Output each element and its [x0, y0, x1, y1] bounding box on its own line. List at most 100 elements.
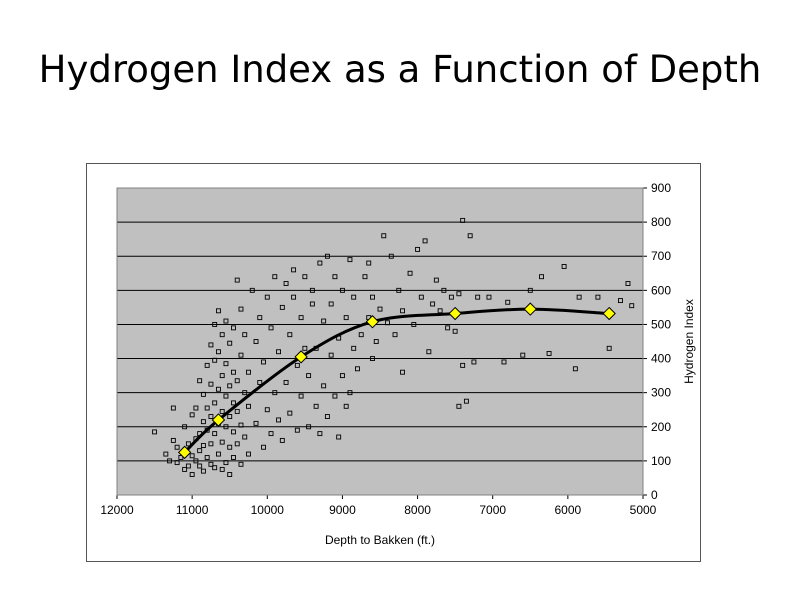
data-point	[227, 472, 233, 477]
data-point	[448, 294, 454, 300]
data-point	[306, 424, 312, 430]
data-point	[268, 431, 274, 437]
data-point	[246, 403, 251, 409]
slide-title: Hydrogen Index as a Function of Depth	[38, 48, 762, 91]
data-point	[208, 381, 214, 387]
data-point	[336, 434, 342, 440]
data-point	[324, 253, 330, 259]
data-point	[272, 274, 278, 280]
data-point	[343, 315, 349, 321]
data-point	[291, 267, 297, 273]
data-point	[328, 301, 334, 307]
data-point	[227, 383, 233, 389]
data-point	[452, 328, 458, 334]
data-point	[298, 393, 304, 399]
data-point	[178, 455, 184, 460]
data-point	[231, 400, 236, 406]
x-tick-label: 8000	[404, 503, 431, 517]
data-point	[366, 260, 372, 266]
data-point	[234, 441, 240, 447]
x-tick-label: 12000	[100, 503, 134, 517]
data-point	[411, 321, 417, 327]
data-point	[629, 303, 635, 309]
data-point	[185, 441, 191, 447]
data-point	[238, 461, 244, 467]
trend-point-diamond	[602, 306, 616, 321]
data-point	[456, 291, 462, 297]
data-point	[313, 403, 319, 409]
data-point	[174, 444, 180, 450]
data-point	[505, 299, 511, 305]
data-point	[200, 391, 206, 397]
data-point	[358, 332, 364, 338]
data-point	[400, 369, 405, 375]
data-point	[208, 414, 214, 419]
data-point	[283, 281, 289, 286]
data-point	[238, 306, 244, 312]
data-point	[287, 332, 293, 338]
data-point	[362, 274, 368, 280]
data-point	[257, 315, 263, 321]
data-point	[276, 349, 282, 355]
data-point	[381, 233, 387, 239]
data-point	[309, 301, 315, 307]
data-point	[200, 419, 206, 425]
data-point	[227, 340, 233, 346]
x-tick-label: 6000	[555, 503, 582, 517]
trend-point-diamond	[177, 445, 192, 460]
data-point	[294, 362, 300, 368]
data-point	[546, 350, 552, 356]
x-tick-label: 5000	[630, 503, 657, 517]
data-point	[347, 390, 353, 396]
data-point	[385, 320, 390, 326]
data-point	[279, 304, 285, 310]
data-point	[215, 386, 221, 392]
data-point	[460, 362, 466, 368]
data-point	[215, 308, 221, 314]
data-point	[433, 277, 439, 283]
data-point	[219, 466, 225, 472]
data-point	[223, 393, 229, 399]
trend-point-diamond	[211, 413, 226, 427]
data-point	[328, 352, 334, 358]
data-point	[264, 294, 270, 300]
data-point	[212, 400, 218, 406]
y-tick-label: 600	[651, 283, 671, 297]
data-point	[418, 294, 424, 300]
data-point	[561, 264, 567, 269]
data-point	[189, 412, 195, 418]
data-point	[463, 398, 469, 404]
data-point	[234, 277, 240, 283]
y-tick-label: 500	[651, 317, 671, 331]
data-point	[253, 420, 259, 426]
data-point	[347, 257, 353, 263]
data-point	[246, 451, 251, 457]
x-tick-label: 11000	[176, 503, 209, 517]
data-point	[437, 308, 443, 314]
data-point	[212, 321, 218, 327]
trend-point-diamond	[448, 306, 462, 321]
data-point	[182, 466, 188, 472]
data-point	[246, 369, 251, 375]
data-point	[467, 233, 473, 239]
data-point	[223, 424, 229, 430]
y-tick-label: 200	[651, 420, 671, 434]
data-point	[204, 362, 210, 368]
data-point	[426, 349, 432, 355]
data-point	[572, 366, 578, 372]
data-point	[475, 294, 481, 300]
data-point	[287, 410, 293, 416]
data-point	[291, 294, 297, 300]
data-point	[456, 403, 462, 409]
data-point	[370, 356, 375, 362]
y-tick-label: 400	[651, 352, 671, 366]
data-point	[197, 448, 203, 454]
data-point	[306, 373, 312, 379]
data-point	[527, 287, 533, 293]
data-point	[595, 294, 601, 300]
data-point	[264, 407, 270, 413]
data-point	[182, 424, 188, 430]
data-point	[317, 431, 323, 437]
data-point	[212, 357, 218, 363]
data-point	[174, 460, 180, 466]
